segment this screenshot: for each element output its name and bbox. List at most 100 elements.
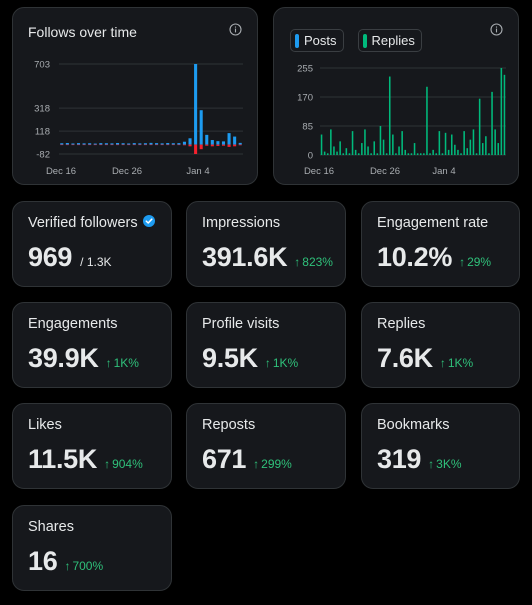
metric-value-row: 39.9K ↑ 1K% bbox=[28, 343, 139, 374]
replies-bar bbox=[370, 153, 372, 155]
metric-label: Reposts bbox=[202, 417, 256, 433]
posts-swatch bbox=[295, 33, 299, 48]
y-tick-label: 170 bbox=[297, 93, 313, 104]
metric-value-row: 319 ↑ 3K% bbox=[377, 444, 462, 475]
unfollows-bar bbox=[76, 144, 81, 146]
replies-bar bbox=[450, 134, 453, 155]
y-tick-label: 703 bbox=[34, 60, 50, 71]
replies-bar bbox=[354, 149, 357, 155]
metric-value: 391.6K bbox=[202, 242, 288, 272]
arrow-up-icon: ↑ bbox=[439, 356, 446, 370]
x-tick-label: Dec 26 bbox=[370, 166, 400, 177]
metric-card-impressions[interactable]: Impressions 391.6K ↑ 823% bbox=[186, 201, 346, 287]
follows-bar bbox=[132, 143, 136, 145]
metric-card-engagement-rate[interactable]: Engagement rate 10.2% ↑ 29% bbox=[361, 201, 520, 287]
metric-card-reposts[interactable]: Reposts 671 ↑ 299% bbox=[186, 403, 346, 489]
unfollows-bar bbox=[99, 144, 103, 146]
metric-value: 16 bbox=[28, 546, 58, 576]
unfollows-bar bbox=[65, 144, 69, 146]
follows-bar bbox=[166, 142, 170, 145]
replies-bar bbox=[385, 153, 388, 155]
unfollows-bar bbox=[171, 144, 175, 146]
replies-bar bbox=[320, 134, 323, 155]
unfollows-bar bbox=[194, 144, 198, 154]
metric-label: Verified followers bbox=[28, 215, 155, 231]
unfollows-bar bbox=[82, 144, 86, 146]
legend-posts[interactable]: Posts bbox=[290, 29, 344, 52]
follows-bar bbox=[182, 141, 186, 145]
metric-label-text: Verified followers bbox=[28, 215, 138, 231]
replies-bar bbox=[379, 126, 382, 155]
metric-delta-value: 700% bbox=[72, 559, 104, 573]
metric-value: 7.6K bbox=[377, 343, 433, 373]
unfollows-bar bbox=[210, 144, 214, 147]
replies-bar bbox=[481, 143, 484, 155]
unfollows-bar bbox=[149, 144, 153, 146]
follows-bar bbox=[76, 143, 81, 145]
follows-bar bbox=[227, 133, 231, 145]
metric-label: Likes bbox=[28, 417, 62, 433]
follows-bar bbox=[121, 143, 125, 145]
replies-bar bbox=[413, 143, 416, 155]
follows-bar bbox=[93, 143, 97, 145]
metric-total: / 1.3K bbox=[80, 255, 112, 269]
metric-card-replies[interactable]: Replies 7.6K ↑ 1K% bbox=[361, 302, 520, 388]
metric-delta-value: 823% bbox=[302, 255, 333, 269]
replies-bar bbox=[351, 131, 354, 155]
metric-delta-value: 299% bbox=[261, 457, 292, 471]
metric-delta-value: 3K% bbox=[436, 457, 462, 471]
metric-value: 10.2% bbox=[377, 242, 453, 272]
metric-value-row: 9.5K ↑ 1K% bbox=[202, 343, 298, 374]
replies-bar bbox=[395, 153, 397, 155]
replies-bar bbox=[416, 153, 419, 155]
replies-bar bbox=[367, 146, 369, 155]
replies-bar bbox=[323, 151, 326, 155]
replies-bar bbox=[469, 139, 472, 155]
unfollows-bar bbox=[110, 144, 114, 146]
legend-replies[interactable]: Replies bbox=[357, 29, 422, 52]
replies-swatch bbox=[362, 33, 367, 48]
metric-card-profile-visits[interactable]: Profile visits 9.5K ↑ 1K% bbox=[186, 302, 346, 388]
replies-bar bbox=[503, 74, 506, 155]
replies-bar bbox=[398, 146, 400, 155]
metric-delta: ↑ 700% bbox=[64, 559, 103, 573]
metric-delta-value: 1K% bbox=[447, 356, 474, 370]
metric-delta: ↑ 823% bbox=[294, 255, 333, 269]
replies-bar bbox=[345, 148, 348, 155]
replies-bar bbox=[333, 146, 335, 155]
follows-bar bbox=[199, 110, 203, 145]
metric-value-row: 671 ↑ 299% bbox=[202, 444, 292, 475]
replies-bar bbox=[342, 153, 345, 155]
metric-card-verified-followers[interactable]: Verified followers 969 / 1.3K bbox=[12, 201, 172, 287]
info-icon[interactable] bbox=[490, 23, 503, 36]
y-tick-label: 318 bbox=[34, 104, 50, 115]
replies-bar bbox=[388, 76, 391, 155]
metric-value-row: 391.6K ↑ 823% bbox=[202, 242, 333, 273]
follows-bar bbox=[194, 64, 198, 145]
metric-label: Profile visits bbox=[202, 316, 280, 332]
info-icon[interactable] bbox=[229, 23, 242, 36]
metric-card-likes[interactable]: Likes 11.5K ↑ 904% bbox=[12, 403, 172, 489]
arrow-up-icon: ↑ bbox=[104, 457, 111, 471]
replies-bar bbox=[438, 131, 441, 155]
follows-bar bbox=[216, 141, 220, 145]
posts-chart-card: Posts Replies 255 170 85 0 Dec 16 Dec 26 Jan 4 bbox=[273, 7, 519, 185]
replies-bar bbox=[348, 153, 351, 155]
replies-bar bbox=[392, 134, 394, 155]
unfollows-bar bbox=[221, 144, 226, 146]
x-tick-label: Jan 4 bbox=[186, 166, 209, 177]
metric-card-shares[interactable]: Shares 16 ↑ 700% bbox=[12, 505, 172, 591]
metric-label: Replies bbox=[377, 316, 426, 332]
replies-bar bbox=[404, 149, 407, 155]
metric-value: 39.9K bbox=[28, 343, 99, 373]
metric-card-bookmarks[interactable]: Bookmarks 319 ↑ 3K% bbox=[361, 403, 520, 489]
y-tick-label: 0 bbox=[308, 151, 313, 162]
arrow-up-icon: ↑ bbox=[459, 255, 466, 269]
replies-bar bbox=[441, 153, 444, 155]
follows-chart-card: Follows over time 703 318 118 -82 Dec 16 Dec … bbox=[12, 7, 258, 185]
replies-bar bbox=[454, 144, 456, 155]
metric-card-engagements[interactable]: Engagements 39.9K ↑ 1K% bbox=[12, 302, 172, 388]
posts-replies-chart: 255 170 85 0 Dec 16 Dec 26 Jan 4 bbox=[297, 64, 506, 177]
follows-bar bbox=[127, 143, 131, 145]
arrow-up-icon: ↑ bbox=[294, 255, 301, 269]
